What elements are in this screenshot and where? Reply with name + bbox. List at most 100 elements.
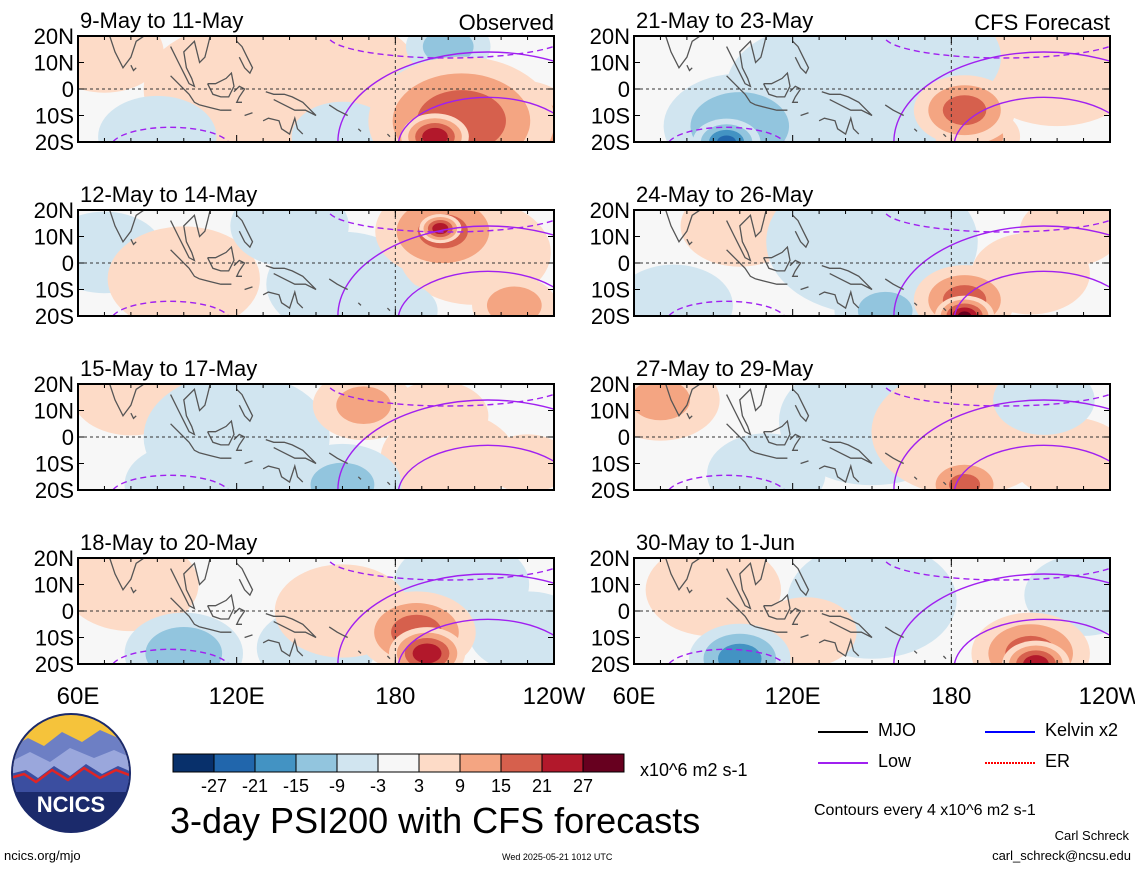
coastline <box>170 384 211 436</box>
coastline <box>244 634 253 639</box>
low-contour <box>111 474 230 490</box>
coastline <box>236 388 254 423</box>
lon-tick-label: 180 <box>931 683 971 710</box>
coastline <box>207 593 235 620</box>
lat-tick-label: 10S <box>591 626 630 651</box>
low-contour <box>397 444 554 490</box>
coastline <box>328 626 348 639</box>
coastline <box>233 85 246 103</box>
low-contour <box>883 384 1110 407</box>
legend-label-er: ER <box>1045 751 1071 771</box>
colorbar-swatch <box>213 753 256 773</box>
lat-tick-label: 20N <box>34 198 74 223</box>
anomaly-shading <box>412 643 442 664</box>
coastline <box>357 476 362 480</box>
coastline <box>170 210 211 262</box>
colorbar: -27 -21 -15 -9 -3 3 9 15 21 27 <box>172 753 625 796</box>
coastline <box>726 384 767 436</box>
lat-tick-label: 20S <box>35 304 74 329</box>
coastline <box>755 626 788 633</box>
anomaly-shading <box>124 443 243 490</box>
anomaly-shading <box>145 627 223 664</box>
lat-tick-label: 10N <box>590 225 630 250</box>
coastline <box>800 112 809 117</box>
coastline <box>942 655 947 660</box>
coastline <box>386 481 391 486</box>
panel-title: 21-May to 23-May <box>636 8 813 33</box>
lon-tick-label: 60E <box>613 683 656 710</box>
coastline <box>821 264 873 291</box>
lat-tick-label: 0 <box>618 599 630 624</box>
coastline <box>386 655 391 660</box>
low-contour <box>111 300 230 316</box>
low-contour <box>953 96 1110 142</box>
legend-label-low: Low <box>878 751 912 771</box>
colorbar-swatch <box>336 753 379 773</box>
timestamp: Wed 2025-05-21 1012 UTC <box>502 852 613 862</box>
anomaly-shading <box>717 135 737 142</box>
coastline <box>199 452 232 459</box>
anomaly-shading <box>1023 655 1049 664</box>
lat-tick-label: 10S <box>591 452 630 477</box>
colorbar-label: 21 <box>532 776 552 796</box>
anomaly-shading <box>957 311 972 316</box>
anomaly-shading <box>707 433 826 490</box>
site-link[interactable]: ncics.org/mjo <box>4 848 81 863</box>
anomaly-shading <box>993 384 1095 435</box>
coastline <box>265 438 317 465</box>
anomaly-shading <box>645 558 782 637</box>
coastline <box>130 64 137 72</box>
low-contour <box>397 618 554 664</box>
lon-tick-label: 120W <box>1079 683 1135 710</box>
coastline <box>265 91 317 117</box>
coastline <box>386 307 391 312</box>
lon-tick-label: 180 <box>375 683 415 710</box>
lat-tick-label: 20S <box>35 652 74 677</box>
lat-tick-label: 0 <box>62 425 74 450</box>
coastline <box>818 637 860 658</box>
coastline <box>913 650 918 654</box>
logo-text: NCICS <box>37 792 105 817</box>
colorbar-swatch <box>172 753 215 773</box>
coastline <box>265 612 317 639</box>
low-contour <box>337 399 554 490</box>
anomaly-shading <box>310 462 375 490</box>
coastline <box>108 384 146 418</box>
coastline <box>664 36 702 70</box>
lat-tick-label: 0 <box>62 77 74 102</box>
coastline <box>328 104 348 117</box>
anomaly-shading <box>107 226 260 316</box>
lat-tick-label: 20N <box>34 24 74 49</box>
coastline <box>818 463 860 484</box>
coastline <box>170 75 200 106</box>
coastline <box>800 634 809 639</box>
low-contour <box>337 51 554 142</box>
colorbar-label: -15 <box>283 776 309 796</box>
lon-tick-label: 120E <box>209 683 265 710</box>
coastline <box>199 104 232 111</box>
coastline <box>942 133 947 138</box>
anomaly-shading <box>1019 210 1110 267</box>
anomaly-shading <box>98 95 217 142</box>
lat-tick-label: 10N <box>590 573 630 598</box>
coastline <box>236 214 254 249</box>
author-email[interactable]: carl_schreck@ncsu.edu <box>992 848 1131 863</box>
lat-tick-label: 20N <box>590 372 630 397</box>
anomaly-shading <box>485 434 554 490</box>
lat-tick-label: 20S <box>591 652 630 677</box>
coastline <box>262 637 304 658</box>
colorbar-swatch <box>418 753 461 773</box>
colorbar-swatch <box>459 753 502 773</box>
coastline <box>686 64 693 72</box>
coastline <box>357 302 362 306</box>
coastline <box>108 558 146 592</box>
coastline <box>233 607 246 625</box>
coastline <box>207 419 235 446</box>
anomaly-shading <box>634 264 733 316</box>
coastline <box>821 91 873 117</box>
coastline <box>686 238 693 246</box>
coastline <box>262 289 304 310</box>
lon-tick-label: 120W <box>523 683 586 710</box>
colorbar-label: 27 <box>573 776 593 796</box>
